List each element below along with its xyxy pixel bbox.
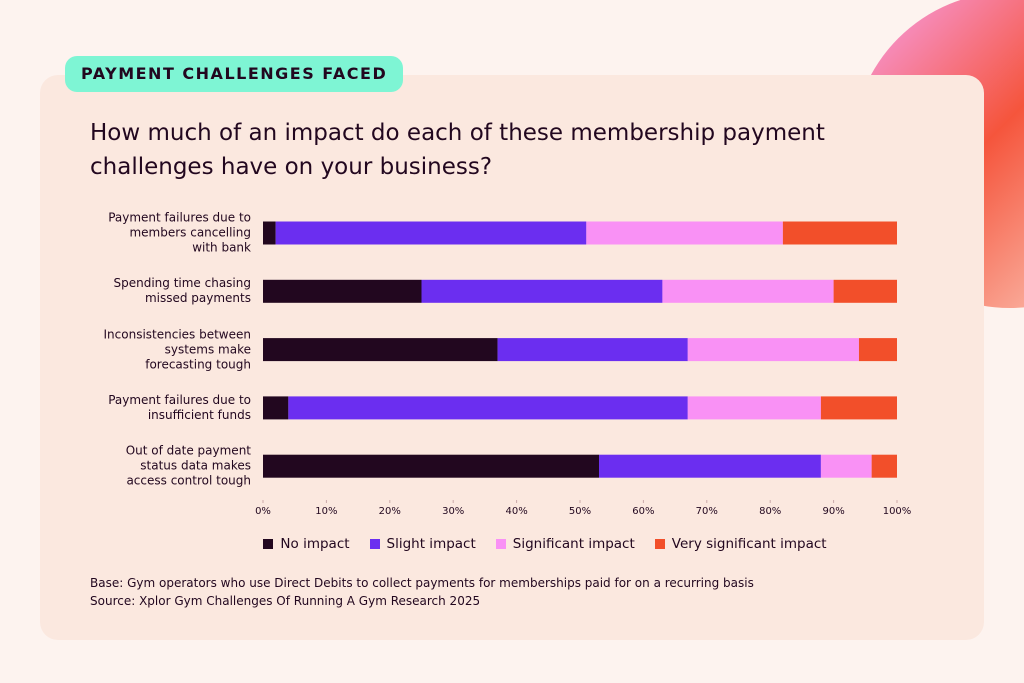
category-label: Payment failures due to members cancelli… [108,210,251,255]
bar-segment [497,338,688,362]
bar-segment [586,221,783,245]
x-tick-label: 40% [505,506,527,517]
bar-segment [687,396,821,420]
bar-segment [263,338,498,362]
bar-segment [263,221,276,245]
legend-label: Very significant impact [671,536,827,552]
legend-item: No impact [263,536,350,552]
x-tick-label: 30% [442,506,464,517]
category-label: Out of date payment status data makes ac… [125,443,251,488]
x-tick-label: 20% [379,506,401,517]
bar-segment [820,454,872,478]
category-label: Inconsistencies between systems make for… [103,327,252,372]
x-tick-label: 0% [255,506,271,517]
legend-label: Slight impact [386,536,476,552]
x-tick-label: 60% [632,506,654,517]
category-label: Payment failures due to insufficient fun… [108,392,251,422]
x-tick-label: 100% [883,506,912,517]
legend-item: Significant impact [495,536,635,552]
bar-segment [833,279,897,303]
legend-item: Slight impact [369,536,476,552]
bar-segment [263,279,422,303]
bar-segment [421,279,663,303]
legend-swatch [369,539,380,549]
legend-swatch [654,539,665,549]
legend-swatch [263,539,274,549]
bar-segment [858,338,897,362]
legend-item: Very significant impact [654,536,827,552]
x-tick-label: 90% [822,506,844,517]
bar-segment [599,454,821,478]
legend-swatch [495,539,506,549]
legend: No impact Slight impact Significant impact… [70,536,1020,552]
bar-segment [263,454,600,478]
chart-title: How much of an impact do each of these m… [90,120,825,180]
x-tick-label: 70% [696,506,718,517]
bar-segment [871,454,897,478]
bar-segment [288,396,688,420]
bar-segment [275,221,587,245]
bar-segment [782,221,897,245]
legend-label: No impact [280,536,350,552]
note: Source: Xplor Gym Challenges Of Running … [90,594,481,608]
bar-segment [263,396,289,420]
x-tick-label: 80% [759,506,781,517]
bar-segment [662,279,834,303]
bar-segment [820,396,897,420]
x-tick-label: 50% [569,506,591,517]
legend-label: Significant impact [512,536,635,552]
note: Base: Gym operators who use Direct Debit… [90,576,754,590]
category-label: Spending time chasing missed payments [113,276,251,306]
tag: PAYMENT CHALLENGES FACED [65,56,404,92]
bar-segment [687,338,859,362]
x-tick-label: 10% [315,506,337,517]
